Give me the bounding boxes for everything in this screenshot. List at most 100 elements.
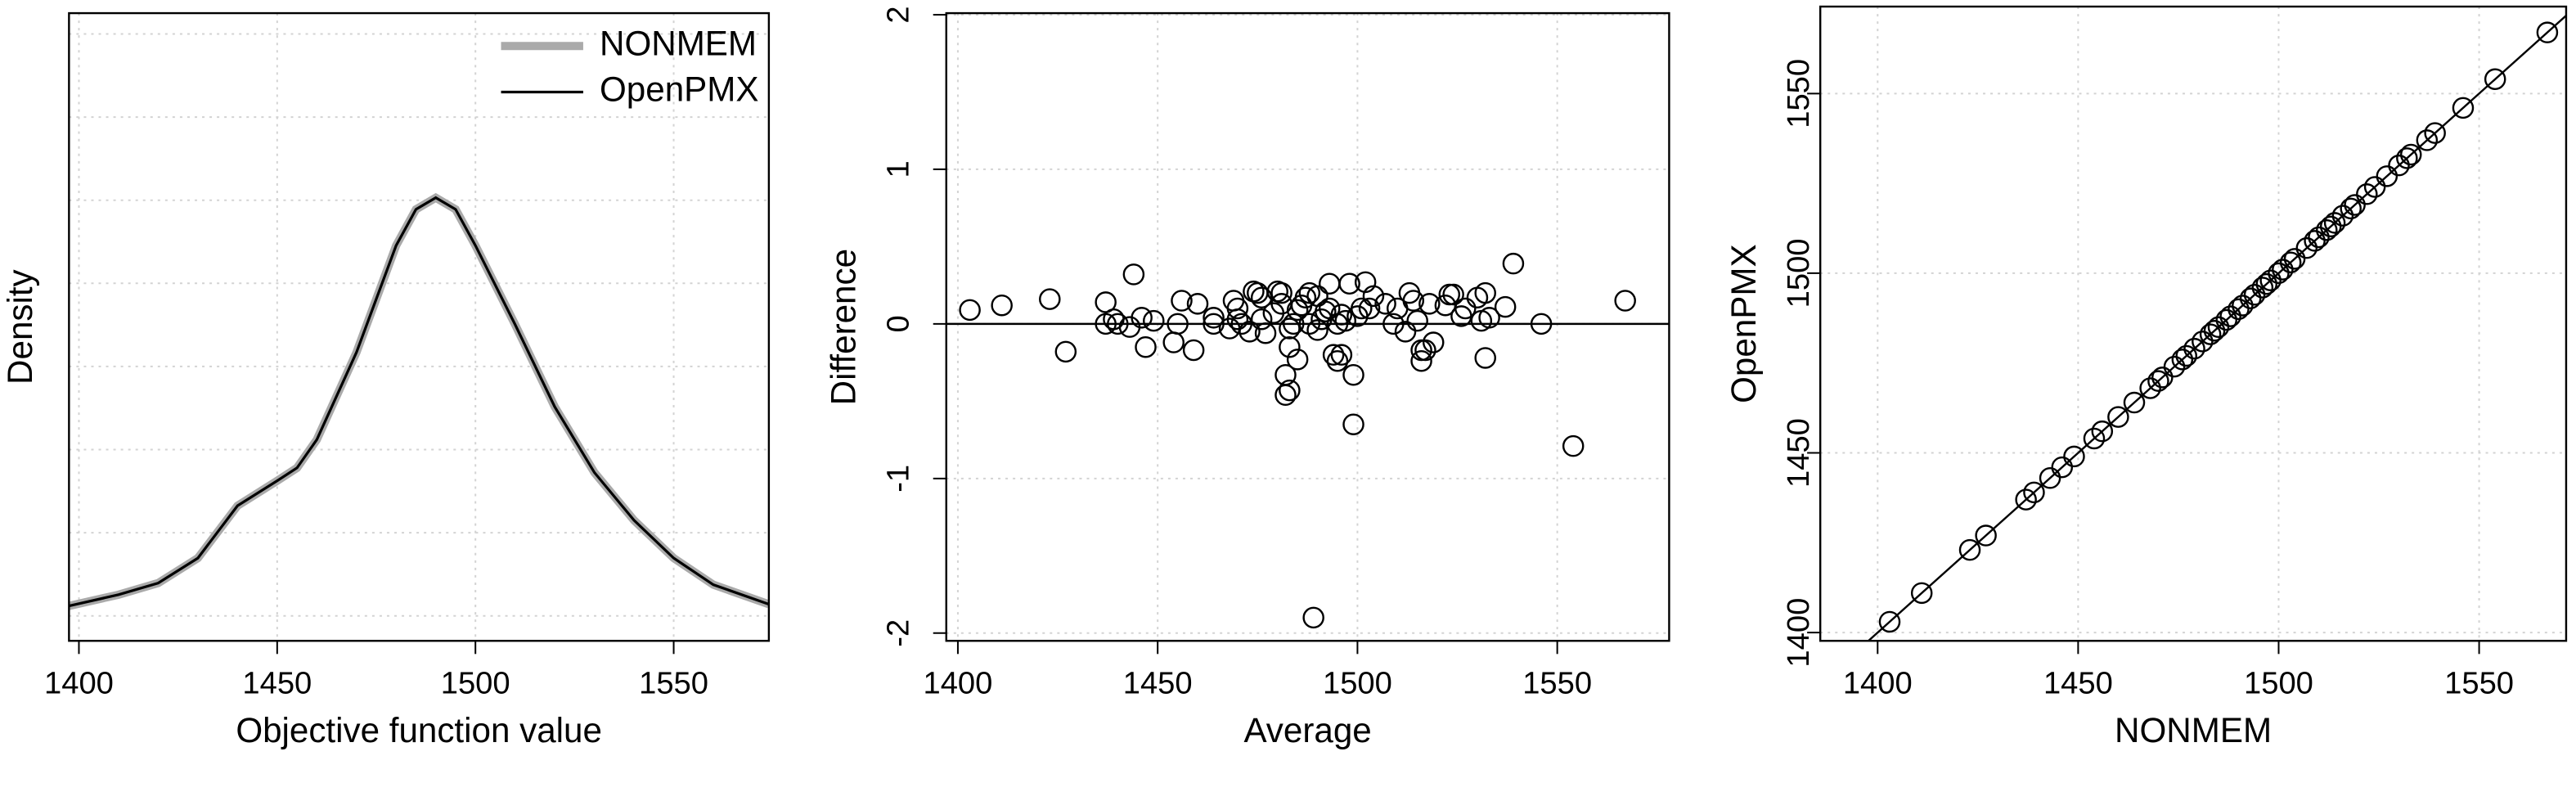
point [1414, 339, 1436, 362]
point [1351, 297, 1373, 320]
point [1294, 286, 1317, 309]
point [2388, 154, 2410, 177]
point [2107, 406, 2129, 428]
point [1250, 308, 1273, 331]
point [2340, 197, 2362, 220]
point [2323, 212, 2346, 234]
point [2192, 331, 2214, 353]
point [2399, 143, 2422, 166]
plot-frame [68, 11, 771, 642]
point [959, 299, 981, 322]
point [1406, 309, 1428, 332]
plot-frame [945, 11, 1670, 642]
y-tick-label: 1 [881, 160, 916, 178]
point [2091, 420, 2114, 443]
point [1562, 434, 1585, 457]
point [1382, 313, 1405, 335]
x-tick-label: 1450 [2043, 666, 2113, 701]
point [1342, 363, 1364, 386]
density-line [69, 196, 769, 608]
point [2251, 277, 2274, 299]
density-line [69, 192, 769, 610]
point [1283, 313, 1305, 335]
point [2272, 259, 2294, 281]
point [1374, 293, 1396, 315]
point [2376, 165, 2398, 187]
legend-label: NONMEM [600, 24, 757, 62]
point [2228, 298, 2250, 321]
legend-label: OpenPMX [600, 70, 758, 109]
point [2243, 284, 2266, 306]
point [2255, 272, 2278, 295]
point [1334, 309, 1357, 332]
panel [1820, 7, 2566, 641]
point [1302, 606, 1324, 629]
point [2319, 215, 2342, 238]
point [2219, 305, 2241, 327]
point [2424, 122, 2446, 144]
point [1338, 272, 1360, 295]
point [1358, 297, 1381, 320]
point [1054, 340, 1077, 363]
x-axis-title: Average [1243, 711, 1371, 749]
x-tick-label: 1550 [639, 666, 708, 701]
point [2051, 456, 2074, 479]
point [1530, 313, 1553, 335]
x-axis-title: NONMEM [2115, 711, 2272, 749]
point [1910, 582, 1933, 605]
point [1270, 281, 1292, 304]
point [1342, 413, 1364, 435]
point [1182, 339, 1205, 362]
x-tick-label: 1550 [1522, 666, 1592, 701]
point [2163, 355, 2186, 378]
point [2015, 488, 2037, 511]
point [1478, 307, 1500, 329]
point [1306, 319, 1328, 341]
point [2308, 226, 2330, 249]
point [2283, 248, 2306, 270]
point [2203, 319, 2226, 342]
point [1226, 297, 1249, 320]
point [2239, 287, 2262, 309]
x-axis-title: Objective function value [236, 711, 602, 749]
point [2279, 251, 2302, 274]
point [2139, 377, 2161, 399]
point [1171, 290, 1193, 312]
point [1474, 347, 1496, 369]
point [1186, 293, 1209, 315]
point [1143, 309, 1165, 332]
point [1878, 610, 1901, 633]
x-tick-label: 1500 [2244, 666, 2313, 701]
point [1362, 285, 1385, 308]
point [1250, 286, 1273, 309]
x-tick-label: 1400 [924, 666, 993, 701]
y-tick-label: 1400 [1781, 598, 1816, 668]
point [1135, 335, 1157, 358]
point [1422, 331, 1445, 353]
point [1254, 322, 1277, 344]
point [1322, 344, 1345, 366]
point [991, 294, 1013, 317]
point [1230, 313, 1253, 335]
point [1279, 335, 1301, 358]
point [1279, 317, 1301, 340]
y-axis-title: Density [1, 269, 39, 385]
y-tick-label: -1 [881, 465, 916, 493]
x-tick-label: 1550 [2444, 666, 2514, 701]
point [1239, 321, 1261, 343]
point [1398, 281, 1421, 304]
point [1394, 321, 1417, 343]
point [2396, 147, 2418, 169]
y-axis-title: Difference [824, 249, 862, 405]
point [1315, 300, 1337, 323]
point [2039, 467, 2061, 489]
point [2363, 176, 2386, 198]
point [2175, 344, 2197, 367]
point [2304, 230, 2326, 252]
point [1418, 293, 1441, 315]
point [2171, 349, 2194, 371]
x-tick-label: 1400 [1843, 666, 1913, 701]
point [2063, 445, 2085, 468]
point [2199, 323, 2222, 345]
point [1286, 299, 1309, 322]
